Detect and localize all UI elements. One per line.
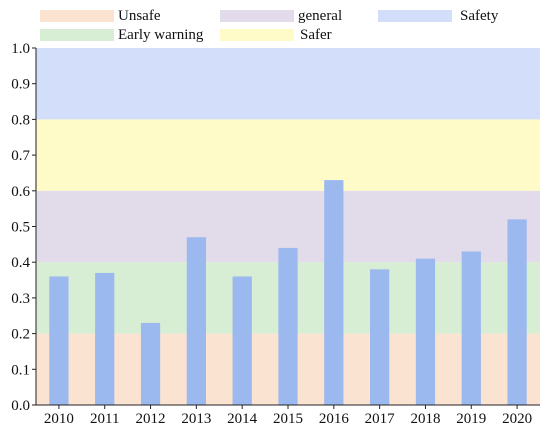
legend-swatch-safety xyxy=(378,10,452,22)
legend-swatch-general xyxy=(220,10,294,22)
y-tick-label: 1.0 xyxy=(11,41,30,57)
y-tick-label: 0.9 xyxy=(11,77,30,93)
bar-2020 xyxy=(507,219,527,405)
y-tick-label: 0.4 xyxy=(11,255,30,271)
bar-2014 xyxy=(232,276,252,405)
x-tick-label: 2011 xyxy=(90,411,119,427)
legend-label-safety: Safety xyxy=(460,8,499,24)
x-tick-label: 2010 xyxy=(44,411,74,427)
x-tick-label: 2018 xyxy=(410,411,440,427)
bar-2011 xyxy=(95,272,115,405)
x-tick-label: 2014 xyxy=(227,411,258,427)
y-tick-label: 0.7 xyxy=(11,148,30,164)
legend-label-early-warning: Early warning xyxy=(118,27,204,43)
y-tick-label: 0.1 xyxy=(11,362,30,378)
bar-2019 xyxy=(461,251,481,405)
y-tick-label: 0.8 xyxy=(11,112,30,128)
bar-2013 xyxy=(186,237,206,405)
legend-swatch-safer xyxy=(220,29,294,41)
bar-series xyxy=(49,180,527,405)
y-tick-labels: 0.0 0.1 0.2 0.3 0.4 0.5 0.6 0.7 0.8 0.9 1.0 xyxy=(11,41,36,414)
y-tick-label: 0.2 xyxy=(11,327,30,343)
x-tick-label: 2015 xyxy=(273,411,303,427)
legend-label-general: general xyxy=(298,8,343,24)
x-tick-label: 2016 xyxy=(319,411,350,427)
bar-2017 xyxy=(370,269,390,405)
legend-label-safer: Safer xyxy=(300,27,332,43)
y-tick-label: 0.0 xyxy=(11,398,30,414)
legend-label-unsafe: Unsafe xyxy=(118,8,161,24)
bar-2018 xyxy=(415,258,436,405)
x-tick-label: 2012 xyxy=(136,411,166,427)
y-tick-label: 0.3 xyxy=(11,291,30,307)
chart-legend: Unsafe general Safety Early warning Safe… xyxy=(0,0,550,46)
x-tick-label: 2013 xyxy=(181,411,211,427)
zone-band-safety xyxy=(36,48,540,120)
legend-swatch-early-warning xyxy=(40,29,114,41)
x-tick-labels: 2010 2011 2012 2013 2014 2015 2016 2017 2018 2019… xyxy=(44,405,532,427)
y-tick-label: 0.6 xyxy=(11,184,30,200)
zone-band-safer xyxy=(36,119,540,191)
legend-swatch-unsafe xyxy=(40,10,114,22)
bar-2016 xyxy=(324,180,344,405)
x-tick-label: 2017 xyxy=(365,411,396,427)
x-tick-label: 2019 xyxy=(456,411,486,427)
bar-2010 xyxy=(49,276,69,405)
bar-2012 xyxy=(140,322,161,405)
y-tick-label: 0.5 xyxy=(11,220,30,236)
bar-2015 xyxy=(278,247,298,405)
x-tick-label: 2020 xyxy=(502,411,532,427)
